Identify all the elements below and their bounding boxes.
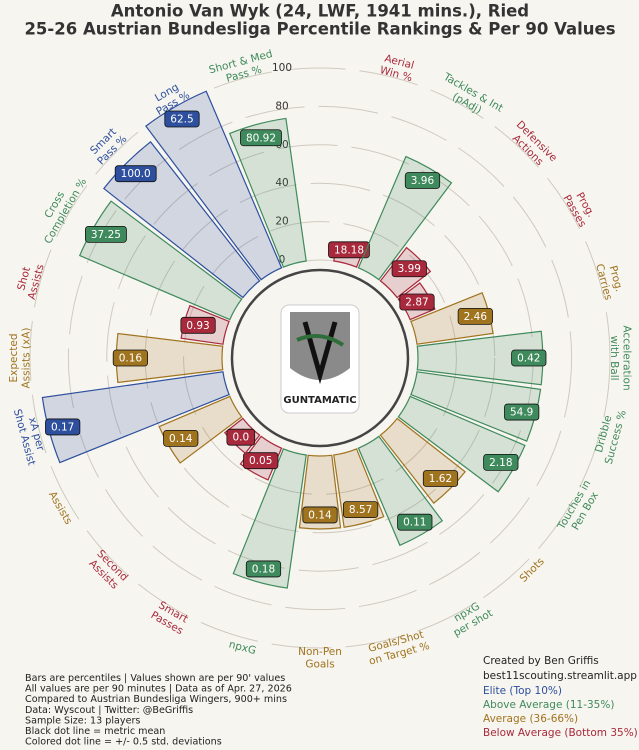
bar [145, 90, 283, 281]
value-label: 0.05 [249, 455, 272, 467]
note: All values are per 90 minutes | Data as … [25, 684, 292, 695]
bar [416, 330, 544, 386]
inner-ring [230, 268, 410, 448]
r-tick-label: 20 [275, 216, 288, 228]
chart-subtitle: 25-26 Austrian Bundesliga Percentile Ran… [24, 20, 615, 39]
value-box [114, 165, 157, 183]
value-label: 3.96 [411, 175, 435, 187]
value-box [226, 428, 256, 446]
value-box [163, 429, 199, 447]
value-box [397, 513, 433, 531]
credit: best11scouting.streamlit.app [483, 670, 637, 682]
value-box [391, 260, 427, 278]
legend-entry: Above Average (11-35%) [483, 699, 614, 711]
bar [232, 448, 307, 589]
note: Data: Wyscout | Twitter: @BeGriffis [25, 705, 193, 716]
value-box [399, 293, 435, 311]
grid-ring [183, 221, 457, 495]
value-box [180, 316, 216, 334]
r-tick-label: 40 [275, 177, 288, 189]
footer: Bars are percentiles | Values shown are … [25, 655, 638, 748]
metric-label-line: Goals [305, 658, 334, 670]
value-label: 1.62 [429, 473, 452, 485]
metric-label-line: Shot [15, 266, 33, 292]
value-label: 0.14 [308, 509, 332, 521]
value-label: 18.18 [334, 244, 364, 256]
value-label: 2.46 [464, 311, 488, 323]
chart-title: Antonio Van Wyk (24, LWF, 1941 mins.), R… [111, 2, 529, 21]
legend-entry: Elite (Top 10%) [483, 685, 562, 697]
value-box [112, 349, 148, 367]
value-box [85, 225, 127, 243]
value-label: 100.0 [121, 168, 151, 180]
value-label: 0.11 [403, 517, 426, 529]
credit: Created by Ben Griffis [483, 655, 599, 667]
metric-label-line: Non-Pen [298, 646, 342, 658]
metric-label-line: Acceleration [620, 325, 632, 390]
value-box [240, 129, 282, 147]
metric-label-line: with Ball [608, 335, 620, 380]
value-label: 0.0 [232, 432, 249, 444]
note: Sample Size: 13 players [25, 715, 140, 726]
value-label: 3.99 [398, 263, 421, 275]
logo-text: GUNTAMATIC [283, 395, 356, 406]
value-label: 80.92 [246, 132, 276, 144]
bar [410, 292, 494, 345]
value-box [504, 403, 540, 421]
value-label: 37.25 [91, 229, 121, 241]
metric-label: Expected Assists (xA) [8, 327, 33, 388]
value-label: 54.9 [510, 407, 533, 419]
value-box [245, 560, 282, 578]
r-tick-label: 80 [275, 100, 288, 112]
logo: GUNTAMATIC [230, 268, 410, 448]
value-box [328, 241, 370, 259]
legend-entry: Below Average (Bottom 35%) [483, 727, 638, 739]
value-box [483, 453, 519, 471]
value-label: 8.57 [349, 504, 372, 516]
value-box [302, 506, 338, 524]
bar [41, 371, 230, 464]
grid-ring [29, 67, 611, 649]
value-label: 62.5 [170, 113, 193, 125]
r-tick-label: 100 [272, 62, 292, 74]
value-label: 0.42 [517, 353, 540, 365]
value-box [422, 470, 459, 487]
logo-mark [296, 334, 345, 347]
bar [228, 117, 307, 268]
value-box [45, 418, 81, 436]
bar [410, 371, 542, 442]
value-box [404, 172, 441, 189]
note: Colored dot line = +/- 0.5 std. deviatio… [25, 737, 222, 748]
value-label: 0.18 [252, 563, 275, 575]
note: Compared to Austrian Bundesliga Wingers,… [25, 694, 287, 705]
note: Bars are percentiles | Values shown are … [25, 673, 285, 684]
value-label: 0.17 [51, 421, 74, 433]
value-box [243, 452, 279, 470]
value-box [343, 501, 379, 519]
value-box [164, 110, 200, 128]
grid-ring [67, 105, 573, 611]
value-label: 2.87 [405, 297, 428, 309]
legend-entry: Average (36-66%) [483, 713, 578, 725]
value-label: 2.18 [489, 457, 512, 469]
bar [115, 332, 224, 384]
metric-label-line: Assists (xA) [20, 327, 32, 388]
r-tick-label: 0 [279, 254, 286, 266]
note: Black dot line = metric mean [25, 726, 165, 737]
value-label: 0.14 [169, 433, 193, 445]
bars: 18.18 3.96 3.99 2.87 2.46 0.42 54.9 2.18 1.62 0.1… [41, 90, 547, 589]
value-label: 0.93 [186, 320, 209, 332]
value-box [511, 349, 547, 367]
value-label: 0.16 [119, 353, 143, 365]
metric-label-line: Expected [8, 334, 20, 383]
value-box [457, 307, 493, 325]
